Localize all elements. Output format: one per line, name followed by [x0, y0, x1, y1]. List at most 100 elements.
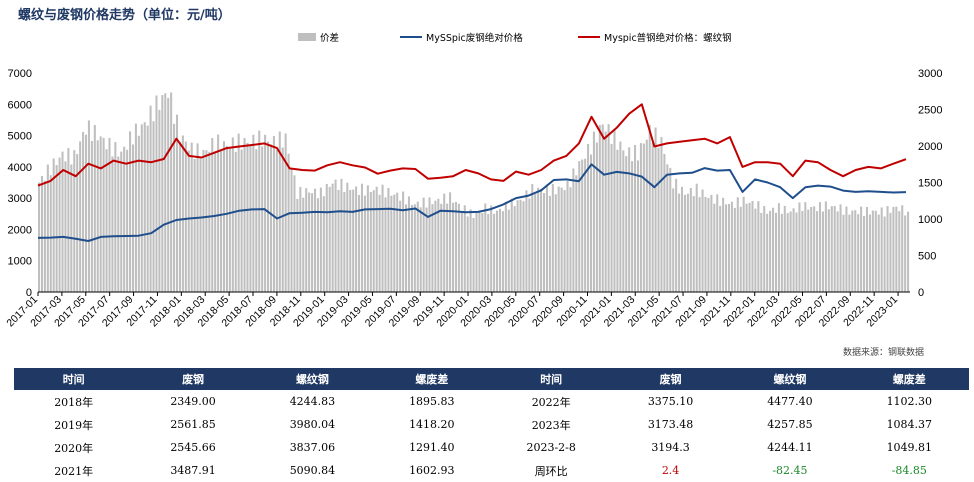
spread-bar [490, 205, 493, 292]
spread-bar [801, 210, 804, 292]
spread-bar [193, 158, 196, 292]
price-lines [37, 103, 907, 242]
spread-bar [396, 192, 399, 292]
spread-bar [264, 134, 267, 292]
table-header-cell: 废钢 [610, 368, 731, 390]
table-header-cell: 螺废差 [372, 368, 492, 390]
spread-bar [181, 135, 184, 292]
table-cell: 2.4 [661, 464, 680, 477]
spread-bar [739, 206, 742, 292]
spread-bar [736, 197, 739, 292]
spread-bar [164, 93, 167, 292]
spread-bar [871, 210, 874, 292]
y-right-tick-label: 0 [918, 287, 924, 299]
spread-bar [340, 178, 343, 292]
spread-bar [64, 161, 67, 292]
spread-bar [634, 145, 637, 292]
spread-bar [487, 213, 490, 292]
spread-bar [795, 212, 798, 292]
spread-bar [813, 206, 816, 292]
table-cell: 1602.93 [409, 464, 455, 477]
spread-bar [114, 142, 117, 292]
spread-bar [865, 206, 869, 292]
spread-bar [557, 186, 560, 292]
spread-bar [331, 183, 334, 292]
spread-bar [360, 183, 364, 292]
spread-bar [346, 182, 349, 292]
spread-bar [434, 200, 437, 292]
legend: 价差 MySSpic废钢绝对价格 Myspic普钢绝对价格：螺纹钢 [298, 32, 732, 44]
spread-bar [175, 114, 179, 292]
y-right-tick-label: 2500 [918, 105, 942, 117]
spread-bar [745, 203, 748, 292]
spread-bar [255, 149, 258, 292]
spread-bar [366, 185, 369, 292]
spread-bar [120, 151, 123, 292]
spread-bar [123, 146, 126, 292]
spread-bar [440, 203, 443, 292]
spread-bar [161, 95, 164, 292]
spread-bar [299, 186, 302, 292]
spread-bar [222, 141, 226, 292]
spread-bar [563, 190, 566, 292]
spread-bar [243, 138, 246, 292]
spread-bar [363, 195, 366, 292]
data-source: 数据来源：钢联数据 [842, 348, 924, 358]
spread-bar [82, 131, 85, 292]
spread-bar [399, 200, 402, 292]
spread-bar [454, 201, 457, 292]
spread-bar [513, 206, 516, 292]
spread-bar [584, 158, 587, 292]
table-cell: -84.85 [891, 464, 927, 477]
spread-bar [178, 141, 181, 292]
spread-bar [757, 201, 760, 292]
spread-bar [860, 206, 863, 292]
table-cell: 3487.91 [170, 464, 216, 477]
spread-bar [284, 133, 287, 292]
spread-bar [99, 136, 102, 292]
spread-bar [261, 146, 264, 292]
y-left-tick-label: 5000 [8, 131, 32, 143]
table-header-cell: 废钢 [133, 368, 253, 390]
spread-bar [783, 205, 786, 292]
spread-bar [305, 188, 308, 292]
spread-bar [733, 207, 736, 292]
spread-bar [636, 160, 640, 292]
spread-bar [531, 184, 534, 292]
spread-bar [437, 198, 440, 292]
spread-bar [560, 187, 563, 292]
spread-bar [352, 189, 355, 292]
spread-bar [901, 205, 904, 292]
spread-bar [798, 202, 801, 292]
table-cell: 1102.30 [886, 395, 933, 408]
spread-bar [575, 175, 578, 292]
legend-label: 价差 [320, 32, 339, 44]
spread-bar [857, 214, 860, 292]
y-left-tick-label: 3000 [8, 193, 32, 205]
spread-bar [384, 197, 387, 292]
legend-label: MySSpic废钢绝对价格 [426, 32, 523, 44]
spread-bar [877, 214, 880, 292]
spread-bar [830, 206, 833, 292]
spread-bar [907, 211, 910, 292]
spread-bar [131, 144, 135, 292]
spread-bar [237, 133, 240, 292]
spread-bar [61, 151, 64, 292]
spread-bar [478, 210, 481, 292]
spread-bar [90, 140, 93, 292]
spread-bar [58, 157, 61, 292]
price-table: 时间 废钢 螺纹钢 螺废差 时间 废钢 螺纹钢 螺废差 2018年 2349.00 4244.83… [14, 368, 969, 482]
spread-bar [111, 156, 114, 292]
spread-bar [789, 211, 792, 292]
table-cell: 3837.06 [289, 441, 336, 454]
spread-bar [375, 186, 378, 292]
spread-bar [686, 193, 689, 292]
spread-bar [780, 213, 783, 292]
spread-bar [616, 149, 619, 292]
spread-bar [701, 189, 704, 292]
spread-bar [742, 196, 745, 292]
spread-bar [774, 212, 777, 292]
spread-bar [725, 204, 728, 292]
spread-bar [205, 150, 208, 292]
table-cell: 3173.48 [647, 418, 694, 431]
